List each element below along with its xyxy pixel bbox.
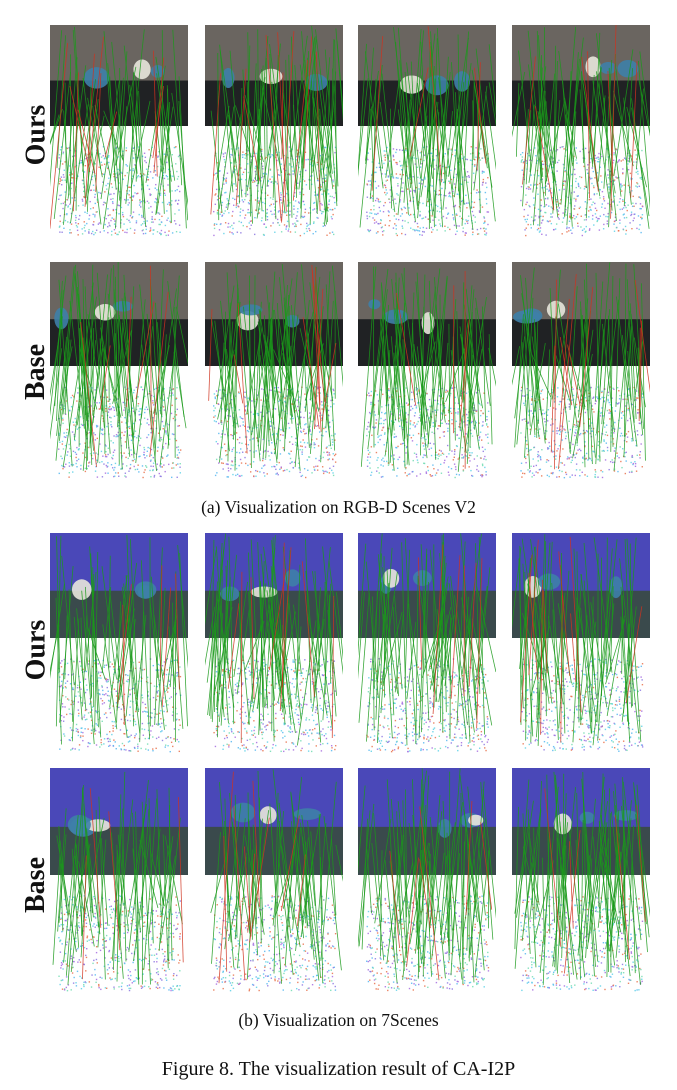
figure-panel: [358, 25, 496, 245]
figure-panel: [512, 768, 650, 1000]
figure-panel: [358, 768, 496, 1000]
figure-panel: [358, 533, 496, 761]
subcaption-a: (a) Visualization on RGB-D Scenes V2: [201, 497, 476, 517]
figure-panel: [512, 262, 650, 487]
figure-panel: [50, 262, 188, 487]
figure-panel: [205, 768, 343, 1000]
figure-panel: [50, 25, 188, 245]
figure-panel: [358, 262, 496, 487]
figure-panel: [205, 25, 343, 245]
figure-panel: [50, 768, 188, 1000]
figure-panel: [512, 533, 650, 761]
figure-panel: [512, 25, 650, 245]
figure-panel: [205, 533, 343, 761]
figure-caption: Figure 8. The visualization result of CA…: [161, 1058, 516, 1080]
figure-panel: [205, 262, 343, 487]
subcaption-b: (b) Visualization on 7Scenes: [238, 1010, 439, 1030]
figure-panel: [50, 533, 188, 761]
